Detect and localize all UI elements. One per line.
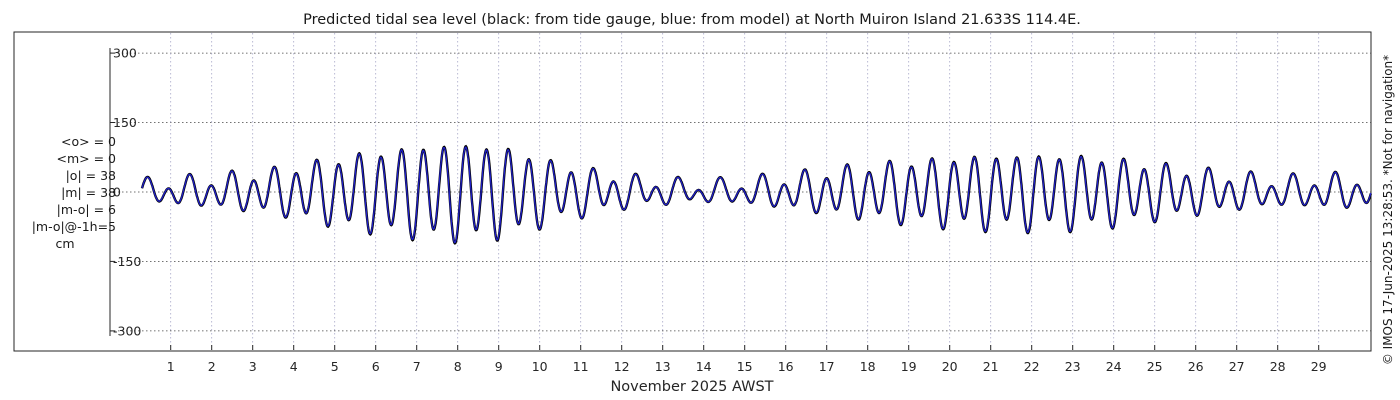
x-tick-label: 18 — [860, 359, 876, 374]
x-tick-label: 21 — [983, 359, 999, 374]
stat-abs-diff: |m-o| = 6 — [56, 202, 116, 217]
x-tick-label: 20 — [942, 359, 958, 374]
x-tick-label: 28 — [1270, 359, 1286, 374]
y-axis-ticks: 300 150 0 -150 -300 — [110, 46, 141, 338]
y-tick-label: -150 — [113, 254, 141, 269]
stat-abs-obs: |o| = 38 — [65, 168, 116, 183]
chart-title: Predicted tidal sea level (black: from t… — [303, 12, 1081, 28]
x-tick-label: 11 — [573, 359, 589, 374]
x-tick-label: 3 — [249, 359, 257, 374]
x-tick-label: 12 — [614, 359, 630, 374]
series-line-model — [141, 146, 1372, 244]
x-tick-label: 9 — [495, 359, 503, 374]
x-tick-label: 8 — [454, 359, 462, 374]
x-tick-label: 7 — [413, 359, 421, 374]
y-tick-label: 300 — [113, 46, 137, 61]
x-tick-label: 2 — [208, 359, 216, 374]
y-tick-label: 0 — [113, 185, 121, 200]
x-tick-label: 1 — [167, 359, 175, 374]
x-axis-ticks: 1 2 3 4 5 6 7 8 9 10 11 12 13 14 15 16 17 18 19 20 21 22 23 24 2… — [167, 345, 1327, 374]
plot-frame — [13, 31, 1372, 352]
x-gridlines — [170, 33, 1320, 350]
x-tick-label: 15 — [737, 359, 753, 374]
stat-mean-model: <m> = 0 — [56, 151, 117, 166]
x-axis-label: November 2025 AWST — [610, 379, 773, 395]
x-tick-label: 13 — [655, 359, 671, 374]
x-tick-label: 22 — [1024, 359, 1040, 374]
x-tick-label: 16 — [778, 359, 794, 374]
x-tick-label: 6 — [372, 359, 380, 374]
y-tick-label: -300 — [113, 323, 141, 338]
x-tick-label: 4 — [290, 359, 298, 374]
side-note: © IMOS 17-Jun-2025 13:28:53. *Not for na… — [1381, 55, 1395, 365]
x-tick-label: 19 — [901, 359, 917, 374]
stat-abs-model: |m| = 38 — [61, 185, 116, 200]
y-tick-label: 150 — [113, 115, 137, 130]
x-tick-label: 24 — [1106, 359, 1122, 374]
x-tick-label: 25 — [1147, 359, 1163, 374]
x-tick-label: 17 — [819, 359, 835, 374]
stat-abs-diff-lag: |m-o|@-1h=5 — [31, 219, 116, 234]
x-tick-label: 27 — [1229, 359, 1245, 374]
stat-unit: cm — [55, 236, 75, 251]
x-tick-label: 5 — [331, 359, 339, 374]
x-tick-label: 23 — [1065, 359, 1081, 374]
x-tick-label: 29 — [1311, 359, 1327, 374]
stat-mean-obs: <o> = 0 — [61, 134, 116, 149]
x-tick-label: 26 — [1188, 359, 1204, 374]
x-tick-label: 14 — [696, 359, 712, 374]
x-tick-label: 10 — [532, 359, 548, 374]
